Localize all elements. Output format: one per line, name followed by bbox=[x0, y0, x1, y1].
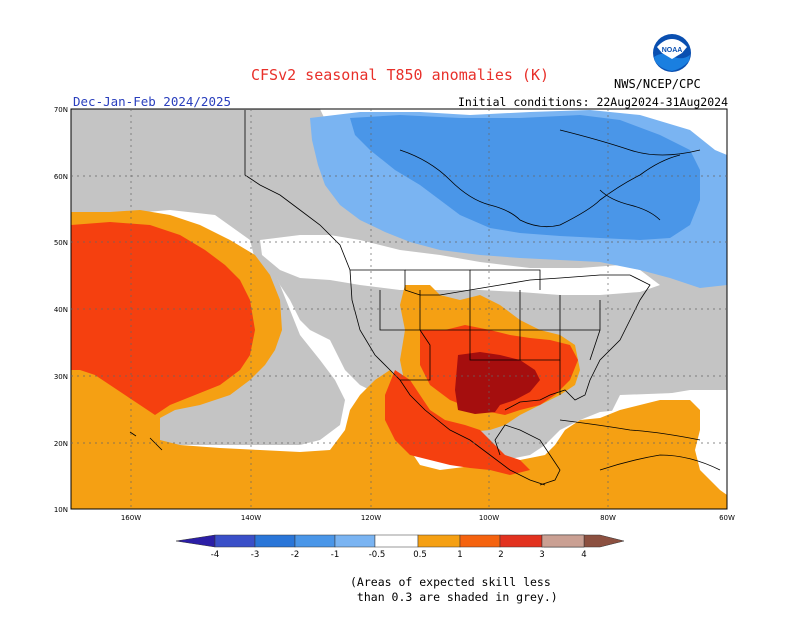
lat-label-40n: 40N bbox=[54, 306, 68, 314]
coastlines bbox=[129, 110, 721, 486]
white-zone-canada bbox=[260, 235, 660, 295]
lat-label-30n: 30N bbox=[54, 373, 68, 381]
svg-text:NOAA: NOAA bbox=[662, 47, 683, 54]
skill-footnote: (Areas of expected skill less than 0.3 a… bbox=[350, 575, 558, 604]
lon-label-140w: 140W bbox=[241, 514, 261, 522]
red-region-mexico bbox=[385, 370, 530, 475]
lon-label-120w: 120W bbox=[361, 514, 381, 522]
grey-region-east bbox=[495, 290, 727, 460]
lon-label-60w: 60W bbox=[719, 514, 735, 522]
blue-region-medium bbox=[350, 115, 700, 240]
lon-label-80w: 80W bbox=[600, 514, 616, 522]
red-region-pacific bbox=[71, 222, 255, 415]
lat-label-50n: 50N bbox=[54, 239, 68, 247]
season-label: Dec-Jan-Feb 2024/2025 bbox=[73, 94, 232, 109]
lat-label-60n: 60N bbox=[54, 173, 68, 181]
initial-conditions-label: Initial conditions: 22Aug2024-31Aug2024 bbox=[457, 95, 728, 109]
lat-label-10n: 10N bbox=[54, 506, 68, 514]
lat-label-70n: 70N bbox=[54, 106, 68, 114]
agency-label: NWS/NCEP/CPC bbox=[614, 77, 701, 91]
lon-label-160w: 160W bbox=[121, 514, 141, 522]
noaa-logo-icon: NOAA bbox=[653, 34, 691, 72]
lat-label-20n: 20N bbox=[54, 440, 68, 448]
graticule bbox=[71, 109, 727, 509]
darkred-region-texas bbox=[455, 352, 540, 414]
chart-title: CFSv2 seasonal T850 anomalies (K) bbox=[250, 66, 549, 84]
lon-label-100w: 100W bbox=[479, 514, 499, 522]
grey-region-pacific bbox=[150, 240, 345, 445]
